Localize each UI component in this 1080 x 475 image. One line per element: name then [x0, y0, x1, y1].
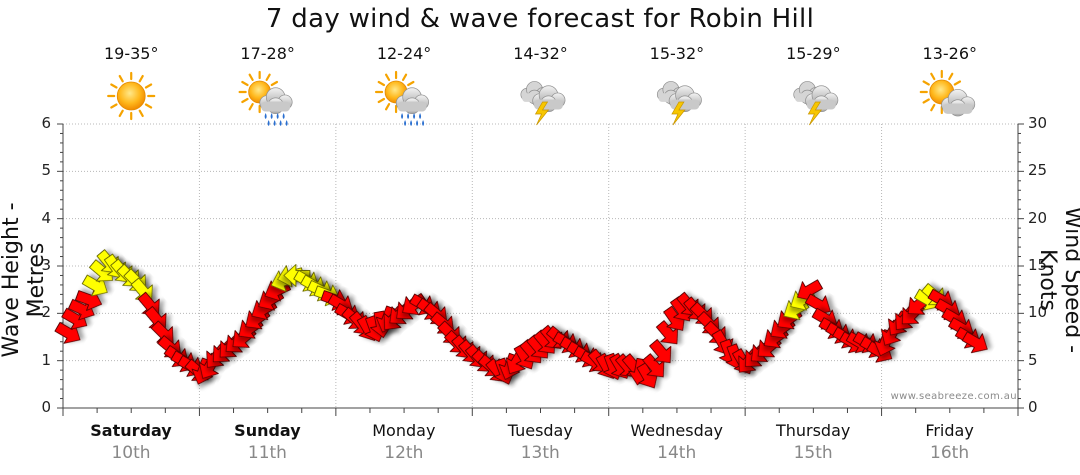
wind-arrow [655, 320, 679, 345]
day-date: 10th [111, 443, 151, 463]
y-tick-label-right: 25 [1028, 161, 1048, 180]
wind-arrow [642, 353, 665, 378]
day-date: 16th [930, 443, 970, 463]
y-axis-left-label: Wave Height - Metres [0, 202, 49, 358]
sun-rain-icon [238, 70, 293, 126]
sun-rain-icon [374, 70, 429, 126]
day-name: Thursday [775, 421, 851, 440]
day-temperature: 12-24° [376, 44, 432, 63]
wind-arrow [150, 320, 174, 344]
y-tick-label-right: 20 [1028, 208, 1048, 227]
axes [57, 123, 1024, 416]
day-name: Sunday [234, 421, 301, 440]
chart-title: 7 day wind & wave forecast for Robin Hil… [265, 4, 815, 34]
partly-cloudy-icon [919, 69, 976, 117]
y-tick-label-right: 15 [1028, 256, 1048, 274]
watermark: www.seabreeze.com.au [890, 391, 1017, 402]
sunny-icon [107, 71, 156, 121]
y-tick-label-left: 0 [41, 398, 51, 416]
storm-icon [793, 81, 839, 126]
day-date: 15th [793, 443, 833, 463]
wind-arrow [663, 305, 686, 331]
day-temperature: 15-29° [786, 44, 841, 63]
wind-arrow [649, 339, 672, 364]
y-tick-label-left: 5 [41, 161, 51, 180]
day-date: 11th [247, 443, 287, 463]
y-tick-label-right: 30 [1028, 114, 1048, 132]
y-tick-label-right: 0 [1028, 398, 1038, 416]
wind-arrow [797, 279, 823, 302]
storm-icon [656, 81, 702, 126]
day-temperature: 19-35° [103, 44, 159, 63]
wind-arrows [54, 249, 988, 389]
day-date: 12th [384, 443, 424, 463]
y-tick-label-right: 5 [1028, 350, 1038, 369]
y-axis-right-label: Wind Speed - Knots [1035, 206, 1080, 353]
storm-icon [520, 81, 566, 126]
day-temperature: 15-32° [649, 44, 705, 63]
day-date: 14th [657, 443, 697, 463]
y-tick-label-left: 6 [41, 114, 51, 132]
wind-arrow [961, 331, 988, 354]
day-name: Tuesday [507, 421, 573, 440]
y-tick-label-left: 2 [41, 303, 51, 322]
day-temperature: 13-26° [922, 44, 978, 63]
day-name: Saturday [90, 421, 172, 440]
y-tick-label-left: 3 [41, 256, 51, 274]
day-temperature: 17-28° [240, 44, 295, 63]
day-name: Monday [372, 421, 436, 440]
day-name: Wednesday [630, 421, 724, 440]
day-date: 13th [520, 443, 560, 463]
day-name: Friday [925, 421, 974, 440]
day-temperature: 14-32° [513, 44, 568, 63]
y-tick-label-left: 1 [41, 350, 51, 369]
y-tick-label-left: 4 [41, 208, 51, 227]
y-tick-label-right: 10 [1028, 303, 1048, 322]
